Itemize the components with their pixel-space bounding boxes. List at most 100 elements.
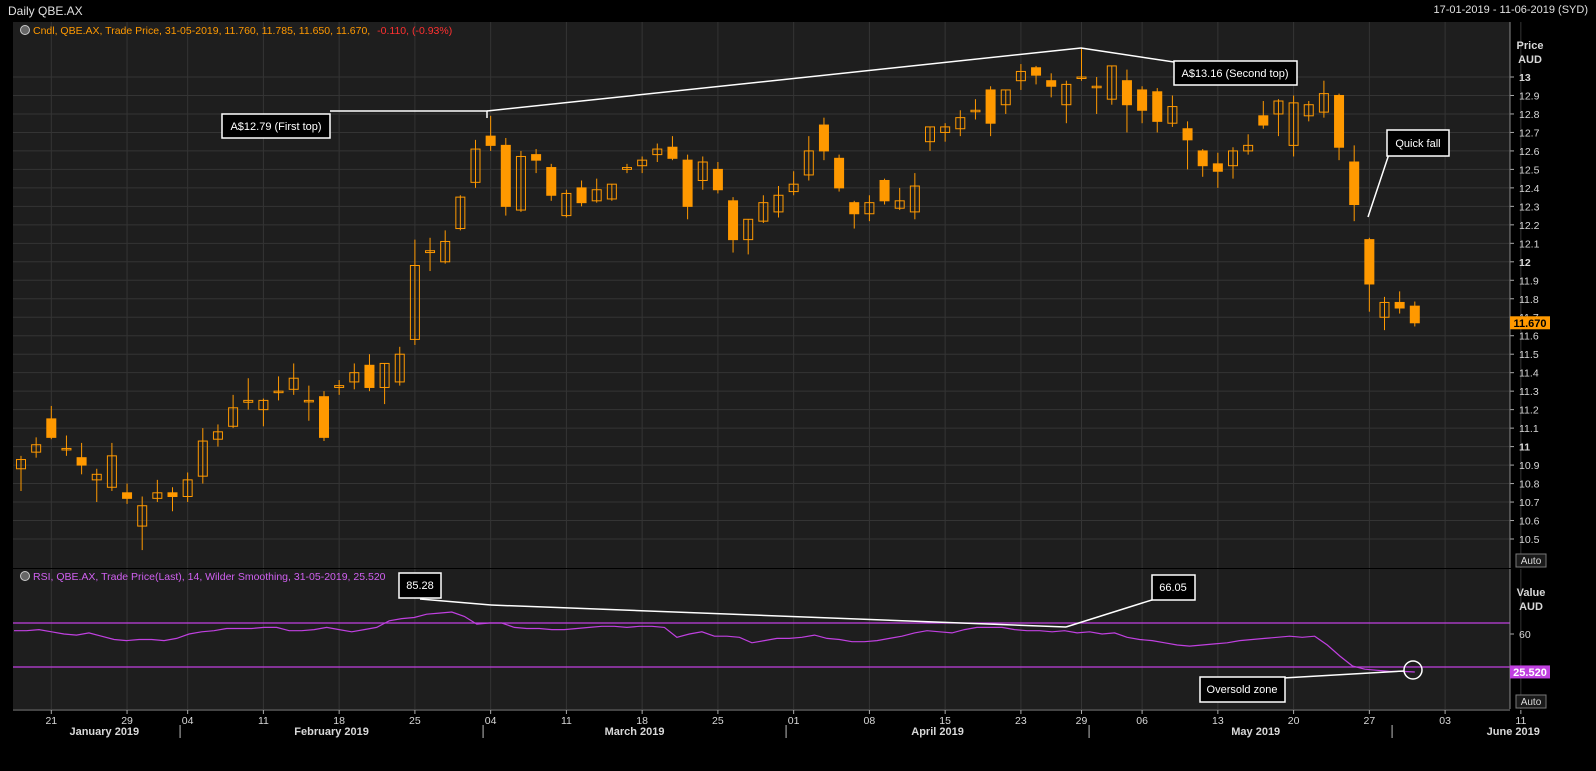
candle-up [637,159,648,167]
last-rsi-tag: 25.520 [1510,665,1550,679]
x-tick-label: 25 [409,715,421,727]
price-grid [13,22,1522,568]
month-label: March 2019 [605,726,665,738]
candle-up [955,117,966,130]
x-tick-label: 18 [636,715,648,727]
candle-down [1152,91,1163,122]
candle-up [334,385,345,388]
candle-up [425,250,436,254]
first-top-label: A$12.79 (First top) [230,121,321,133]
x-tick-label: 18 [333,715,345,727]
quick-fall-annotation: Quick fall [1386,129,1450,157]
price-tick-label: 11.2 [1519,405,1539,417]
price-legend[interactable]: Cndl, QBE.AX, Trade Price, 31-05-2019, 1… [20,25,453,37]
rsi-legend[interactable]: RSI, QBE.AX, Trade Price(Last), 14, Wild… [20,571,386,583]
last-rsi-value: 25.520 [1513,667,1547,679]
price-axis-title: Price [1517,40,1544,52]
candle-up [455,196,466,230]
price-tick-label: 11.5 [1519,349,1539,361]
price-tick-label: 11.8 [1519,294,1539,306]
candle-down [1182,128,1193,141]
x-tick-label: 25 [712,715,724,727]
price-tick-label: 12.4 [1519,183,1540,195]
candle-up [622,167,632,170]
x-tick-label: 11 [258,715,269,727]
x-tick-label: 08 [864,715,876,727]
candle-down [1197,150,1208,167]
candle-down [167,492,178,497]
price-tick-label: 12.2 [1519,220,1540,232]
candle-down [712,168,723,191]
candle-down [1137,89,1148,111]
rsi-layer [14,611,1415,673]
rsi-trend-line [490,604,1067,628]
month-label: January 2019 [69,726,139,738]
candle-up [1000,89,1011,106]
rsi-legend-label: RSI, QBE.AX, Trade Price(Last), 14, Wild… [33,571,386,583]
x-tick-label: 23 [1015,715,1027,727]
candle-up [61,447,72,451]
rsi-legend-toggle-icon[interactable] [20,571,30,581]
candle-down [985,89,996,124]
candle-up [1303,104,1314,117]
candle-down [319,396,329,438]
rsi-auto-button[interactable]: Auto [1515,694,1547,709]
x-tick-label: 11 [1515,715,1526,727]
candle-down [1258,115,1269,126]
candle-up [303,399,314,403]
last-price-tag: 11.670 [1510,316,1550,330]
price-legend-text: Cndl, QBE.AX, Trade Price, 31-05-2019, 1… [33,25,452,37]
candle-up [16,459,26,470]
rsi-high-2-annotation: 66.05 [1151,574,1196,601]
candle-down [667,146,678,159]
price-axis-unit: AUD [1518,54,1542,66]
candle-down [1212,163,1223,172]
legend-toggle-icon[interactable] [20,25,30,35]
candle-down [546,167,557,196]
candle-up [1243,144,1254,152]
candle-down [1364,239,1375,285]
candle-down [728,200,739,241]
x-tick-label: 01 [788,715,800,727]
candles-layer [16,47,1420,551]
rsi-axis-unit: AUD [1519,601,1543,613]
oversold-annotation: Oversold zone [1199,660,1423,703]
candle-up [788,183,799,193]
last-price-value: 11.670 [1513,318,1546,330]
title-bar: Daily QBE.AX 17-01-2019 - 11-06-2019 (SY… [0,0,1596,22]
candle-up [197,440,208,477]
candle-up [940,126,951,133]
date-range: 17-01-2019 - 11-06-2019 (SYD) [1433,4,1589,16]
candle-up [773,194,784,213]
candle-up [894,200,905,209]
candle-up [591,189,602,202]
rsi-axis-title: Value [1517,587,1546,599]
candle-down [1334,94,1345,148]
x-tick-label: 27 [1364,715,1376,727]
candle-up [1228,150,1238,167]
candle-up [1273,100,1284,115]
candle-up [697,161,708,181]
price-tick-label: 10.6 [1519,516,1540,528]
x-tick-label: 29 [121,715,133,727]
x-tick-label: 03 [1439,715,1451,727]
price-auto-label: Auto [1521,556,1542,567]
candle-down [682,159,693,207]
candle-down [500,144,511,207]
price-tick-label: 12.7 [1519,127,1540,139]
price-tick-label: 11.3 [1519,386,1539,398]
month-label: June 2019 [1487,726,1540,738]
candle-up [1076,76,1087,79]
candle-up [515,155,526,211]
candle-up [1091,85,1102,89]
price-tick-label: 12.6 [1519,146,1540,158]
price-tick-label: 12.9 [1519,90,1540,102]
candle-up [152,492,163,499]
candle-up [379,362,390,388]
candle-down [46,418,57,438]
price-auto-button[interactable]: Auto [1515,553,1547,568]
oversold-label: Oversold zone [1207,684,1278,696]
candle-down [1349,161,1360,206]
x-tick-label: 21 [45,715,57,727]
price-tick-label: 11.9 [1519,275,1539,287]
